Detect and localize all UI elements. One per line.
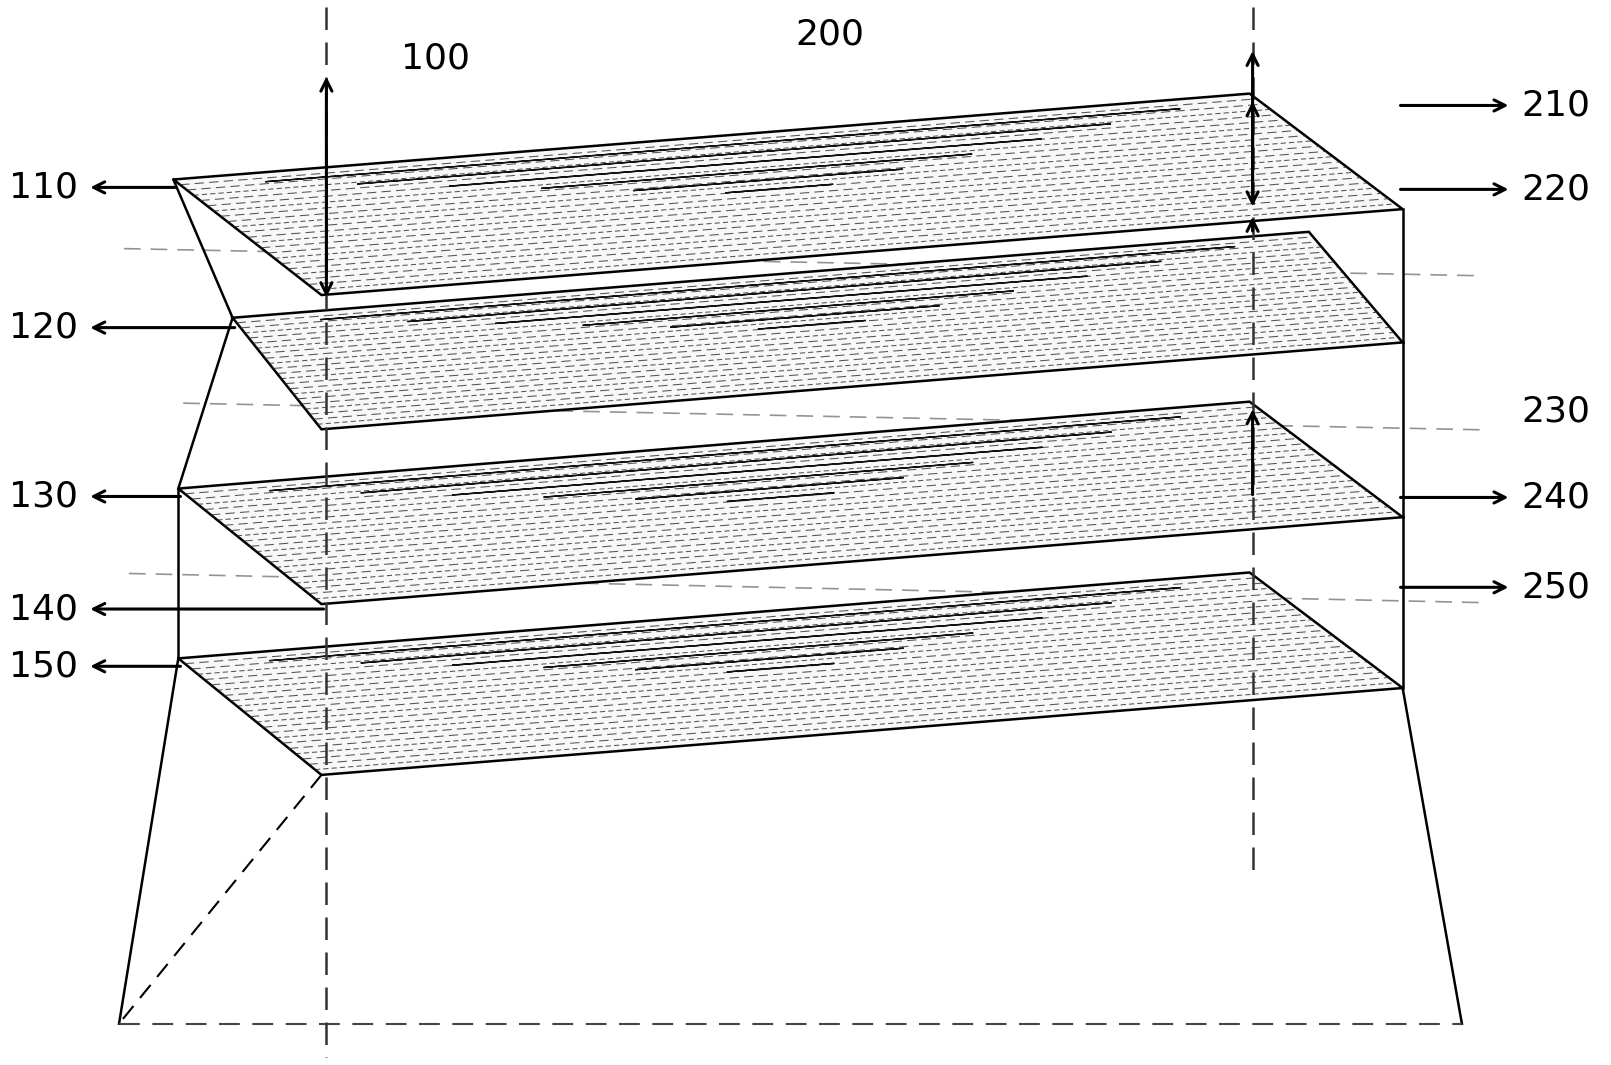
Text: 230: 230 <box>1521 394 1590 428</box>
Text: 110: 110 <box>8 170 77 204</box>
Text: 150: 150 <box>8 650 77 684</box>
Text: 120: 120 <box>8 311 77 345</box>
Text: 130: 130 <box>8 479 77 513</box>
Polygon shape <box>179 402 1403 604</box>
Text: 210: 210 <box>1521 88 1590 122</box>
Polygon shape <box>232 232 1403 429</box>
Polygon shape <box>174 94 1403 295</box>
Polygon shape <box>179 573 1403 775</box>
Text: 220: 220 <box>1521 173 1590 207</box>
Text: 240: 240 <box>1521 480 1590 514</box>
Text: 140: 140 <box>8 592 77 626</box>
Text: 200: 200 <box>796 17 865 51</box>
Text: 100: 100 <box>401 42 469 75</box>
Text: 250: 250 <box>1521 570 1590 604</box>
